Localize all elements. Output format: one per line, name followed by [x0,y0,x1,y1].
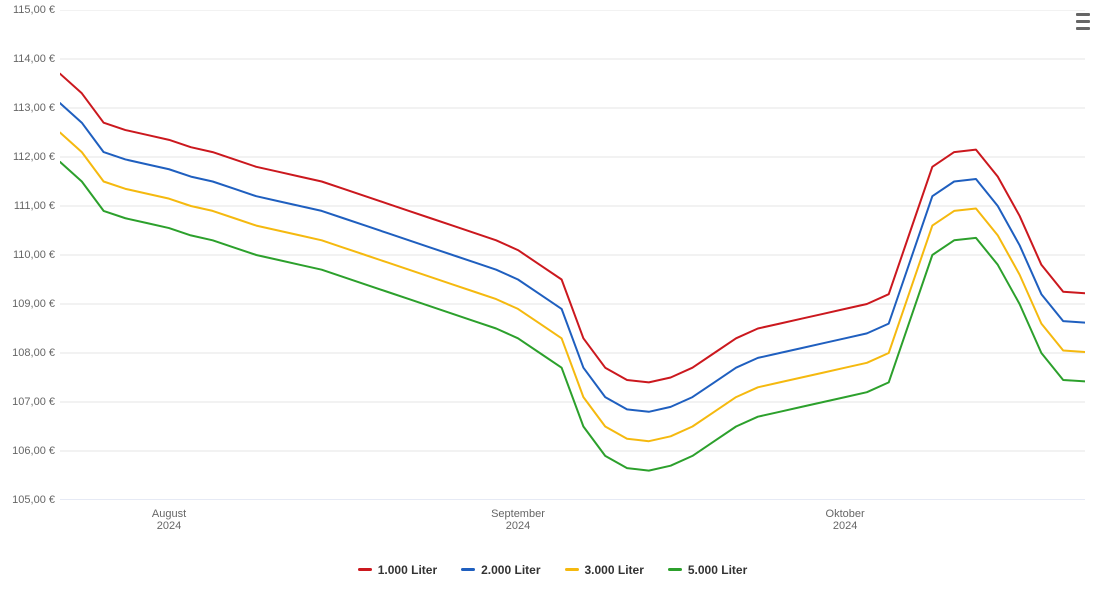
legend-label: 2.000 Liter [481,563,540,577]
y-tick-label: 114,00 € [13,53,55,65]
y-tick-label: 106,00 € [12,445,55,457]
legend-item[interactable]: 2.000 Liter [461,563,540,577]
legend-swatch-icon [668,568,682,571]
chart-container: 105,00 € 106,00 € 107,00 € 108,00 € 109,00 €… [0,0,1105,602]
y-tick-label: 105,00 € [12,494,55,506]
y-tick-label: 109,00 € [12,298,55,310]
x-tick-label: September2024 [491,508,545,532]
y-tick-label: 113,00 € [13,102,55,114]
legend-label: 3.000 Liter [585,563,644,577]
y-tick-label: 108,00 € [12,347,55,359]
legend-swatch-icon [565,568,579,571]
series-line[interactable] [60,162,1085,471]
legend-label: 1.000 Liter [378,563,437,577]
y-tick-label: 112,00 € [13,151,55,163]
y-tick-label: 115,00 € [13,4,55,16]
legend-swatch-icon [358,568,372,571]
chart-legend: 1.000 Liter 2.000 Liter 3.000 Liter 5.000 L… [0,560,1105,577]
legend-label: 5.000 Liter [688,563,747,577]
y-tick-label: 111,00 € [14,200,55,212]
y-tick-label: 107,00 € [12,396,55,408]
y-axis-labels: 105,00 €106,00 €107,00 €108,00 €109,00 €… [0,10,55,500]
x-tick-label: August2024 [152,508,186,532]
x-tick-label: Oktober2024 [826,508,865,532]
legend-swatch-icon [461,568,475,571]
line-chart-plot [60,10,1085,500]
legend-item[interactable]: 1.000 Liter [358,563,437,577]
y-tick-label: 110,00 € [13,249,55,261]
legend-item[interactable]: 5.000 Liter [668,563,747,577]
legend-item[interactable]: 3.000 Liter [565,563,644,577]
